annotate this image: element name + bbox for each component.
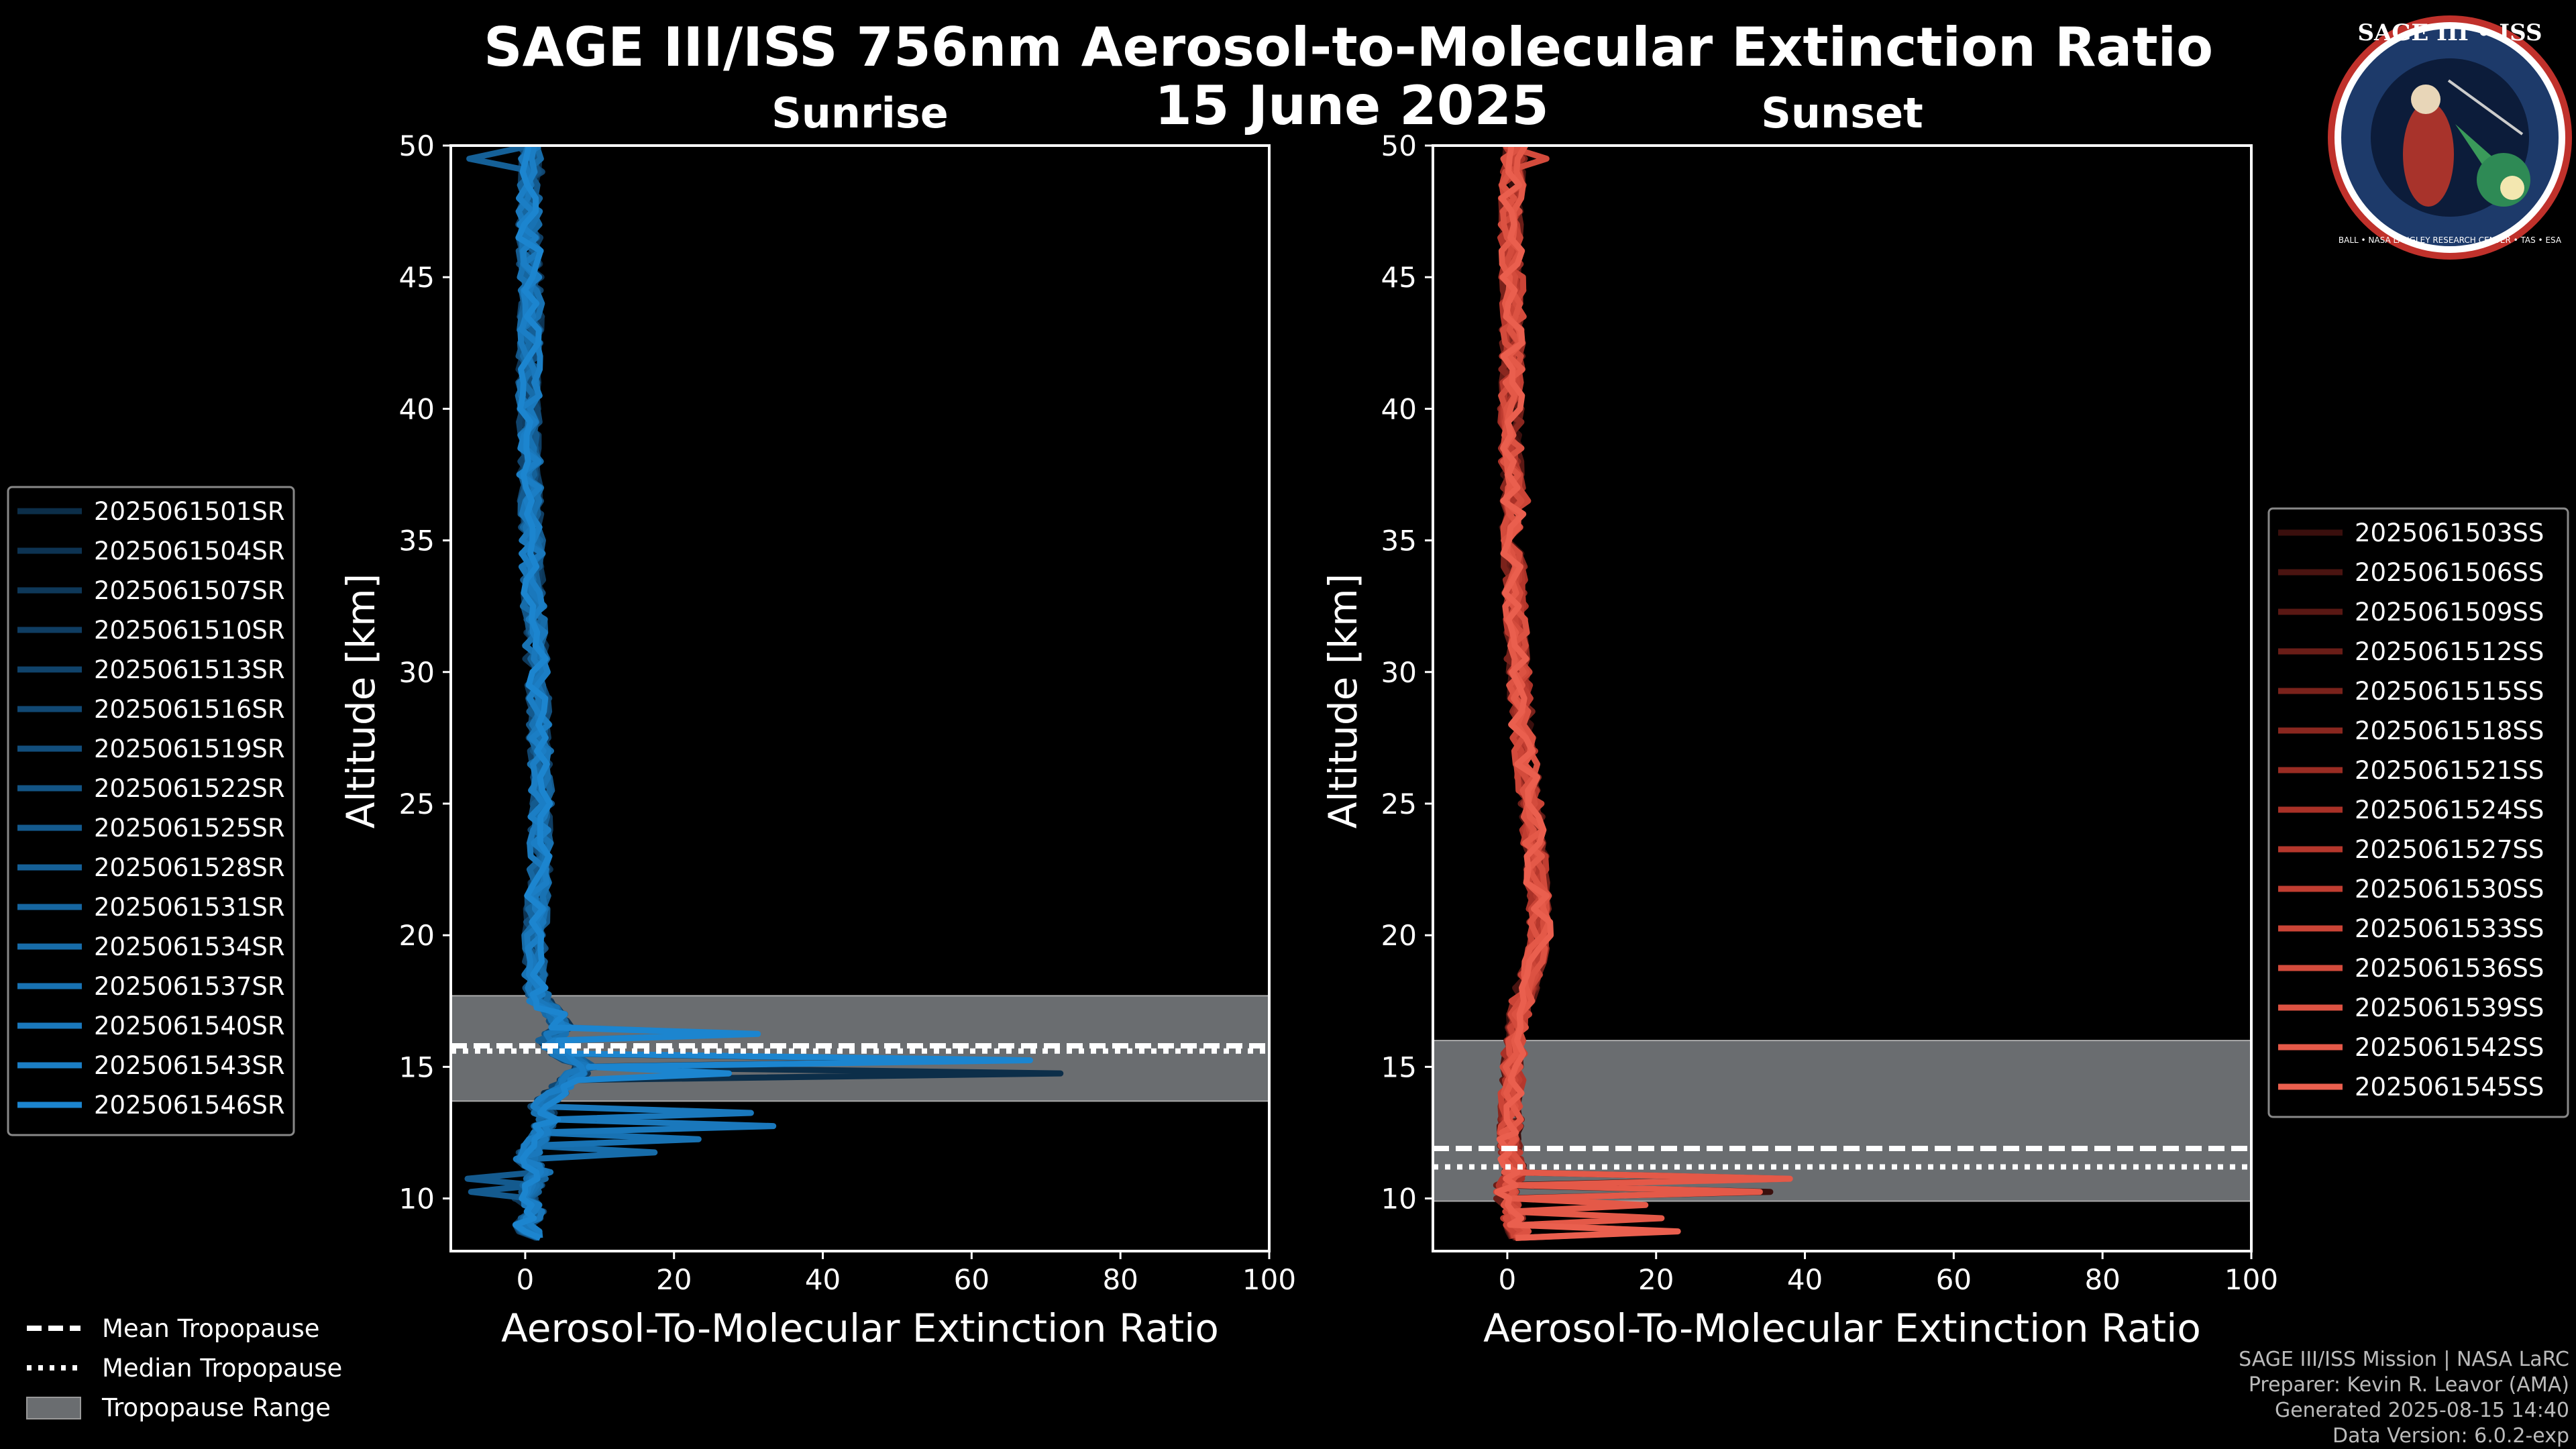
sunset-legend-label: 2025061515SS xyxy=(2355,677,2544,706)
tropopause-range-legend-label: Tropopause Range xyxy=(101,1393,331,1422)
sunset-y-tick-label: 50 xyxy=(1381,129,1417,162)
sunrise-y-tick-label: 15 xyxy=(399,1051,435,1083)
sunrise-y-tick-label: 25 xyxy=(399,788,435,820)
sunrise-legend-label: 2025061504SR xyxy=(94,537,285,566)
tropopause-range-legend-swatch xyxy=(26,1397,81,1419)
credit-line-1: SAGE III/ISS Mission | NASA LaRC xyxy=(2239,1348,2569,1371)
sunrise-panel: 0 20 40 60 80 100 10 15 20 25 30 35 40 45 50 xyxy=(399,129,1297,1296)
sunset-y-tick-label: 25 xyxy=(1381,788,1417,820)
sunrise-y-tick-label: 10 xyxy=(399,1183,435,1216)
sunrise-y-axis-label: Altitude [km] xyxy=(338,574,384,828)
sunrise-legend-label: 2025061531SR xyxy=(94,893,285,922)
sunrise-legend-label: 2025061516SR xyxy=(94,695,285,724)
sunrise-legend-label: 2025061543SR xyxy=(94,1051,285,1080)
sunset-legend-label: 2025061539SS xyxy=(2355,994,2544,1022)
logo-title: SAGE III • ISS xyxy=(2357,19,2542,46)
sunrise-legend-frame xyxy=(7,486,295,1136)
sunrise-legend-label: 2025061510SR xyxy=(94,616,285,645)
sunrise-y-tick-label: 45 xyxy=(399,261,435,294)
sunset-legend-frame xyxy=(2267,507,2569,1118)
sunrise-x-tick-label: 0 xyxy=(517,1263,535,1296)
sunrise-x-tick-label: 60 xyxy=(954,1263,989,1296)
sunset-y-axis-label: Altitude [km] xyxy=(1320,574,1366,828)
sunrise-legend-label: 2025061537SR xyxy=(94,972,285,1001)
sunrise-legend-label: 2025061513SR xyxy=(94,655,285,684)
sunrise-legend-label: 2025061525SR xyxy=(94,814,285,843)
sunrise-legend-label: 2025061540SR xyxy=(94,1012,285,1040)
sunrise-legend-label: 2025061546SR xyxy=(94,1091,285,1120)
sunset-legend-label: 2025061518SS xyxy=(2355,716,2544,745)
sunset-panel: 0 20 40 60 80 100 10 15 20 25 30 35 40 45 50 xyxy=(1381,129,2279,1296)
sunset-y-tick-label: 20 xyxy=(1381,919,1417,952)
sunset-y-tick-label: 45 xyxy=(1381,261,1417,294)
sunrise-x-tick-label: 20 xyxy=(656,1263,692,1296)
sunrise-axes-frame xyxy=(449,144,1271,1252)
sunrise-legend-label: 2025061507SR xyxy=(94,576,285,605)
tropopause-legend: Mean Tropopause Median Tropopause Tropop… xyxy=(26,1314,342,1422)
sunset-y-tick-label: 35 xyxy=(1381,525,1417,557)
sunrise-x-tick-label: 40 xyxy=(805,1263,841,1296)
sunrise-legend-label: 2025061519SR xyxy=(94,735,285,763)
sunset-x-tick-label: 40 xyxy=(1787,1263,1823,1296)
sunrise-legend: 2025061501SR 2025061504SR 2025061507SR 2025… xyxy=(7,486,295,1136)
sunrise-y-tick-label: 50 xyxy=(399,129,435,162)
sunset-legend-label: 2025061503SS xyxy=(2355,519,2544,547)
sunset-x-tick-label: 20 xyxy=(1638,1263,1674,1296)
sunrise-series-2025061546SR xyxy=(513,146,1033,1241)
sage-iii-iss-logo: SAGE III • ISS BALL • NASA LANGLEY RESEA… xyxy=(2328,15,2572,260)
sunrise-x-tick-label: 100 xyxy=(1242,1263,1296,1296)
sunrise-legend-label: 2025061528SR xyxy=(94,853,285,882)
sunset-y-tick-label: 40 xyxy=(1381,392,1417,425)
sunrise-legend-label: 2025061501SR xyxy=(94,497,285,526)
sunset-legend-label: 2025061512SS xyxy=(2355,637,2544,666)
sunrise-y-tick-label: 35 xyxy=(399,525,435,557)
sunset-tropopause-range xyxy=(1432,1040,2252,1202)
sunset-legend-label: 2025061506SS xyxy=(2355,558,2544,587)
mean-tropopause-legend-label: Mean Tropopause xyxy=(102,1314,320,1343)
sunrise-y-tick-label: 30 xyxy=(399,656,435,689)
sunset-legend-label: 2025061545SS xyxy=(2355,1073,2544,1102)
sunset-legend-label: 2025061524SS xyxy=(2355,796,2544,824)
figure-subtitle: 15 June 2025 xyxy=(1155,74,1549,137)
sunset-x-tick-label: 60 xyxy=(1936,1263,1972,1296)
sunrise-x-axis-label: Aerosol-To-Molecular Extinction Ratio xyxy=(501,1305,1219,1351)
sunset-x-tick-label: 80 xyxy=(2084,1263,2120,1296)
sunset-legend-label: 2025061533SS xyxy=(2355,914,2544,943)
sunset-legend-label: 2025061521SS xyxy=(2355,756,2544,785)
sunset-panel-title: Sunset xyxy=(1761,89,1923,138)
median-tropopause-legend-label: Median Tropopause xyxy=(102,1354,342,1383)
sunset-y-tick-label: 10 xyxy=(1381,1183,1417,1216)
sunrise-y-tick-label: 40 xyxy=(399,392,435,425)
sunrise-legend-label: 2025061522SR xyxy=(94,774,285,803)
logo-ring-text: BALL • NASA LANGLEY RESEARCH CENTER • TA… xyxy=(2339,235,2562,245)
sunset-x-tick-label: 100 xyxy=(2224,1263,2278,1296)
sunrise-profiles xyxy=(464,146,1064,1241)
credit-line-3: Generated 2025-08-15 14:40 xyxy=(2275,1399,2569,1422)
sunset-legend-label: 2025061527SS xyxy=(2355,835,2544,864)
sunset-x-axis-label: Aerosol-To-Molecular Extinction Ratio xyxy=(1483,1305,2201,1351)
sunset-legend-label: 2025061542SS xyxy=(2355,1033,2544,1062)
sunset-axes-frame xyxy=(1432,144,2253,1252)
sunrise-panel-title: Sunrise xyxy=(771,89,949,138)
sunset-legend-label: 2025061509SS xyxy=(2355,598,2544,627)
sunset-legend-label: 2025061536SS xyxy=(2355,954,2544,983)
sunset-x-tick-label: 0 xyxy=(1499,1263,1517,1296)
sunset-legend: 2025061503SS 2025061506SS 2025061509SS 2025… xyxy=(2267,507,2569,1118)
sunset-y-tick-label: 30 xyxy=(1381,656,1417,689)
sunset-profiles xyxy=(1493,146,1793,1241)
credit-line-4: Data Version: 6.0.2-exp xyxy=(2332,1424,2569,1448)
sunset-series-2025061545SS xyxy=(1494,146,1681,1241)
sunrise-legend-label: 2025061534SR xyxy=(94,932,285,961)
sunrise-x-tick-label: 80 xyxy=(1102,1263,1138,1296)
credit-line-2: Preparer: Kevin R. Leavor (AMA) xyxy=(2249,1373,2569,1397)
sunset-y-tick-label: 15 xyxy=(1381,1051,1417,1083)
sunset-legend-label: 2025061530SS xyxy=(2355,875,2544,904)
sunrise-y-tick-label: 20 xyxy=(399,919,435,952)
figure-title: SAGE III/ISS 756nm Aerosol-to-Molecular … xyxy=(484,16,2213,78)
sunrise-series-2025061540SR xyxy=(513,146,777,1240)
